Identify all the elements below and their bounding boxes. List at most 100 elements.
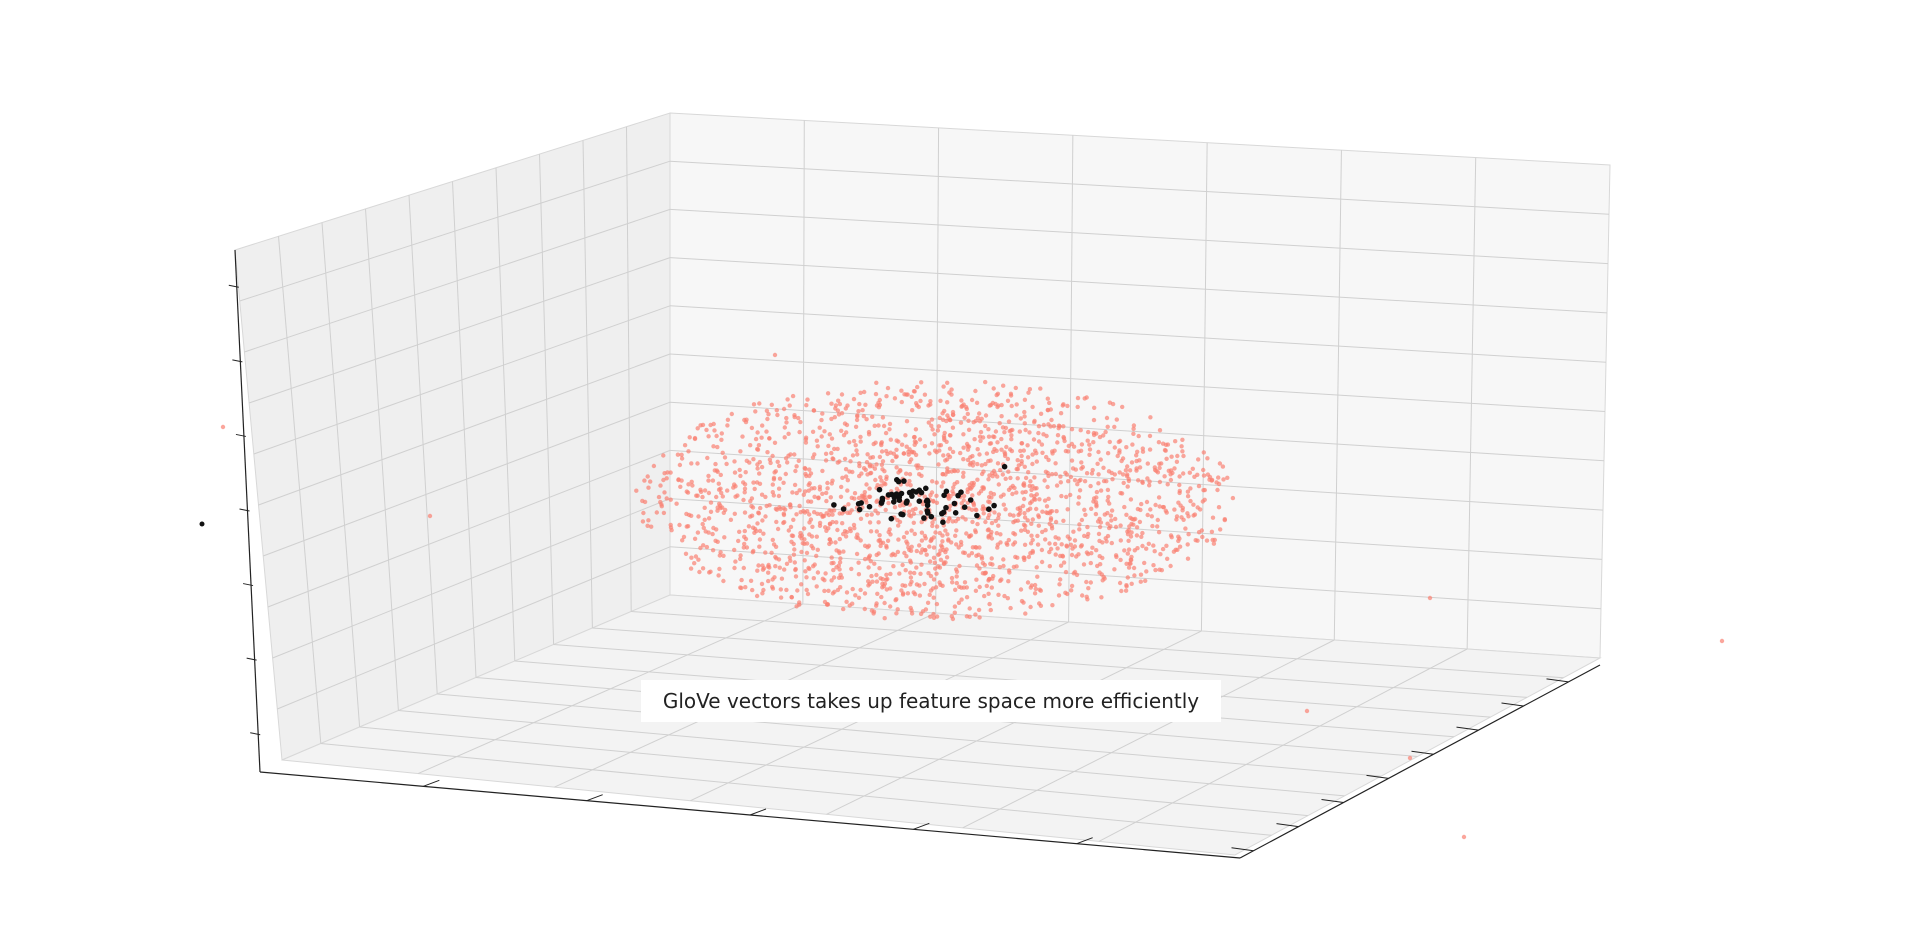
- data-point: [755, 462, 760, 467]
- data-point: [959, 597, 964, 602]
- data-point: [918, 571, 923, 576]
- data-point: [1180, 505, 1186, 511]
- data-point: [722, 535, 727, 540]
- data-point: [929, 423, 934, 428]
- data-point: [797, 600, 802, 605]
- data-point: [876, 520, 881, 525]
- data-point: [806, 482, 811, 488]
- y-tick: [1546, 678, 1569, 683]
- data-point: [769, 550, 774, 555]
- data-point: [1078, 477, 1083, 483]
- data-point: [874, 380, 879, 385]
- data-point: [732, 459, 737, 464]
- data-point: [961, 432, 966, 437]
- data-point: [901, 451, 906, 456]
- data-point: [960, 403, 965, 409]
- data-point: [882, 469, 887, 474]
- data-point: [833, 403, 839, 408]
- data-point: [710, 531, 715, 537]
- data-point: [1173, 439, 1178, 444]
- data-point: [781, 520, 786, 526]
- data-point: [829, 416, 834, 422]
- data-point: [882, 481, 887, 486]
- data-point: [856, 560, 861, 565]
- data-point: [896, 523, 901, 528]
- data-point: [695, 530, 701, 535]
- data-point: [935, 428, 941, 433]
- data-point: [841, 606, 846, 612]
- data-point: [748, 578, 754, 583]
- data-point: [805, 591, 811, 597]
- data-point: [1035, 574, 1040, 579]
- data-point: [1118, 538, 1124, 543]
- data-point: [800, 541, 805, 546]
- data-point: [1154, 468, 1159, 474]
- data-point: [700, 566, 706, 571]
- data-point: [714, 494, 719, 500]
- data-point: [1065, 403, 1070, 409]
- data-point: [781, 512, 787, 518]
- data-point: [1209, 477, 1215, 483]
- data-point: [1119, 588, 1124, 594]
- data-point: [772, 440, 778, 445]
- data-point: [880, 585, 885, 590]
- data-point: [1021, 448, 1026, 453]
- data-point: [733, 559, 738, 564]
- data-point: [789, 539, 794, 544]
- data-point: [992, 434, 997, 440]
- data-point: [1054, 509, 1059, 514]
- y-tick: [1321, 799, 1344, 804]
- data-point: [1145, 512, 1150, 518]
- data-point: [1190, 466, 1196, 471]
- data-point: [1095, 519, 1101, 524]
- data-point: [760, 518, 765, 523]
- data-point: [1048, 509, 1053, 514]
- data-point: [1204, 538, 1210, 543]
- data-point: [875, 498, 880, 503]
- data-point: [911, 520, 916, 525]
- data-point: [731, 485, 736, 490]
- data-point: [982, 593, 987, 599]
- data-point: [1131, 431, 1136, 436]
- data-point: [831, 502, 837, 508]
- data-point: [824, 498, 829, 504]
- data-point: [1157, 465, 1162, 471]
- data-point: [815, 511, 820, 516]
- data-point: [836, 398, 841, 403]
- data-point: [963, 404, 969, 410]
- data-point: [971, 420, 976, 425]
- data-point: [1216, 475, 1221, 480]
- data-point: [851, 522, 857, 528]
- data-point: [1001, 383, 1006, 388]
- data-point: [869, 573, 874, 579]
- data-point: [815, 570, 821, 575]
- data-point: [986, 458, 991, 464]
- data-point: [877, 533, 882, 538]
- data-point: [1061, 436, 1067, 441]
- data-point: [1058, 411, 1064, 416]
- data-point: [689, 461, 694, 466]
- data-point: [782, 425, 787, 430]
- data-point: [1112, 424, 1117, 430]
- data-point: [956, 600, 962, 605]
- data-point: [1031, 437, 1037, 442]
- data-point: [1084, 579, 1089, 585]
- data-point: [914, 582, 920, 587]
- data-point: [945, 380, 950, 385]
- data-point: [829, 555, 834, 560]
- data-point: [801, 492, 806, 497]
- data-point: [803, 437, 809, 442]
- data-point: [1097, 524, 1103, 530]
- data-point: [879, 478, 884, 483]
- data-point: [1098, 562, 1103, 567]
- data-point: [1037, 497, 1042, 502]
- data-point: [1138, 572, 1144, 577]
- data-point: [1009, 403, 1014, 409]
- data-point: [803, 440, 809, 445]
- data-point: [1035, 542, 1041, 547]
- data-point: [836, 575, 842, 580]
- data-point: [1036, 430, 1041, 436]
- data-point: [931, 611, 936, 617]
- data-point: [792, 560, 797, 565]
